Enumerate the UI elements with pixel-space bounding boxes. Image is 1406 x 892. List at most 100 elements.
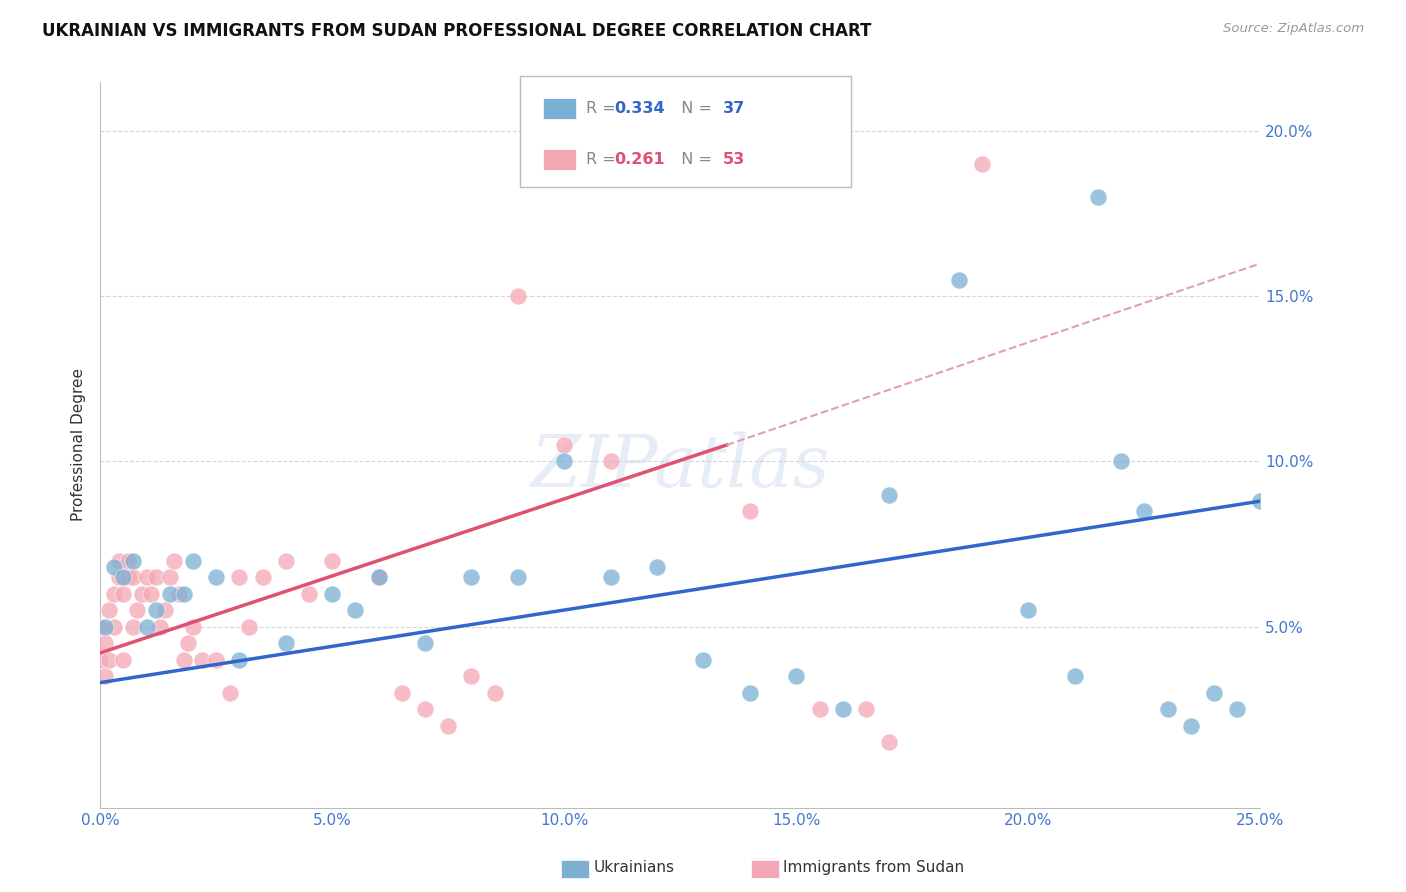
Point xyxy=(107,553,129,567)
Point xyxy=(219,685,242,699)
Point xyxy=(107,570,129,584)
Point xyxy=(117,570,139,584)
Point xyxy=(94,669,117,683)
Text: N =: N = xyxy=(671,101,717,116)
Point xyxy=(127,603,149,617)
Point xyxy=(1249,494,1271,508)
Point xyxy=(1202,685,1225,699)
Text: Ukrainians: Ukrainians xyxy=(593,861,675,875)
Text: 0.261: 0.261 xyxy=(614,153,665,168)
Point xyxy=(785,669,807,683)
Point xyxy=(159,586,181,600)
Point xyxy=(117,553,139,567)
Point xyxy=(1133,504,1156,518)
Point xyxy=(855,702,877,716)
Point xyxy=(484,685,506,699)
Point xyxy=(808,702,831,716)
Text: Immigrants from Sudan: Immigrants from Sudan xyxy=(783,861,965,875)
Point xyxy=(1156,702,1178,716)
Point xyxy=(274,553,297,567)
Point xyxy=(205,652,228,666)
Text: UKRAINIAN VS IMMIGRANTS FROM SUDAN PROFESSIONAL DEGREE CORRELATION CHART: UKRAINIAN VS IMMIGRANTS FROM SUDAN PROFE… xyxy=(42,22,872,40)
Point xyxy=(252,570,274,584)
Point xyxy=(460,669,482,683)
Point xyxy=(98,603,121,617)
Point xyxy=(1087,190,1109,204)
Point xyxy=(506,570,529,584)
Point xyxy=(112,570,135,584)
Point xyxy=(121,619,143,633)
Point xyxy=(173,586,195,600)
Y-axis label: Professional Degree: Professional Degree xyxy=(72,368,86,522)
Point xyxy=(1180,718,1202,732)
Text: N =: N = xyxy=(671,153,717,168)
Point xyxy=(738,504,761,518)
Point xyxy=(153,603,176,617)
Point xyxy=(228,652,250,666)
Point xyxy=(645,157,668,171)
Point xyxy=(948,273,970,287)
Point xyxy=(145,570,167,584)
Point xyxy=(599,454,621,468)
Point xyxy=(344,603,367,617)
Point xyxy=(367,570,389,584)
Point xyxy=(173,652,195,666)
Point xyxy=(1226,702,1249,716)
Point xyxy=(506,289,529,303)
Point xyxy=(89,619,111,633)
Point xyxy=(413,702,436,716)
Point xyxy=(149,619,172,633)
Text: 37: 37 xyxy=(723,101,745,116)
Point xyxy=(274,636,297,650)
Point xyxy=(181,553,204,567)
Point xyxy=(877,487,900,501)
Point xyxy=(970,157,993,171)
Point xyxy=(321,586,343,600)
Text: ZIPatlas: ZIPatlas xyxy=(530,432,830,502)
Point xyxy=(141,586,163,600)
Point xyxy=(553,454,575,468)
Point xyxy=(112,586,135,600)
Point xyxy=(98,652,121,666)
Point xyxy=(205,570,228,584)
Point xyxy=(391,685,413,699)
Point xyxy=(89,652,111,666)
Text: R =: R = xyxy=(586,101,621,116)
Point xyxy=(163,553,186,567)
Text: Source: ZipAtlas.com: Source: ZipAtlas.com xyxy=(1223,22,1364,36)
Point xyxy=(159,570,181,584)
Point xyxy=(121,570,143,584)
Text: 53: 53 xyxy=(723,153,745,168)
Point xyxy=(1017,603,1039,617)
Point xyxy=(167,586,190,600)
Point xyxy=(321,553,343,567)
Point xyxy=(553,438,575,452)
Point xyxy=(238,619,260,633)
Point xyxy=(94,636,117,650)
Point xyxy=(135,570,157,584)
Point xyxy=(103,560,125,574)
Point xyxy=(177,636,200,650)
Point xyxy=(145,603,167,617)
Point xyxy=(831,702,853,716)
Point xyxy=(94,619,117,633)
Point xyxy=(135,619,157,633)
Text: R =: R = xyxy=(586,153,621,168)
Point xyxy=(112,652,135,666)
Point xyxy=(599,570,621,584)
Point xyxy=(877,735,900,749)
Point xyxy=(437,718,460,732)
Point xyxy=(103,586,125,600)
Point xyxy=(131,586,153,600)
Point xyxy=(1109,454,1132,468)
Point xyxy=(228,570,250,584)
Point xyxy=(103,619,125,633)
Point xyxy=(460,570,482,584)
Point xyxy=(413,636,436,650)
Text: 0.334: 0.334 xyxy=(614,101,665,116)
Point xyxy=(1063,669,1085,683)
Point xyxy=(738,685,761,699)
Point xyxy=(298,586,321,600)
Point xyxy=(121,553,143,567)
Point xyxy=(191,652,214,666)
